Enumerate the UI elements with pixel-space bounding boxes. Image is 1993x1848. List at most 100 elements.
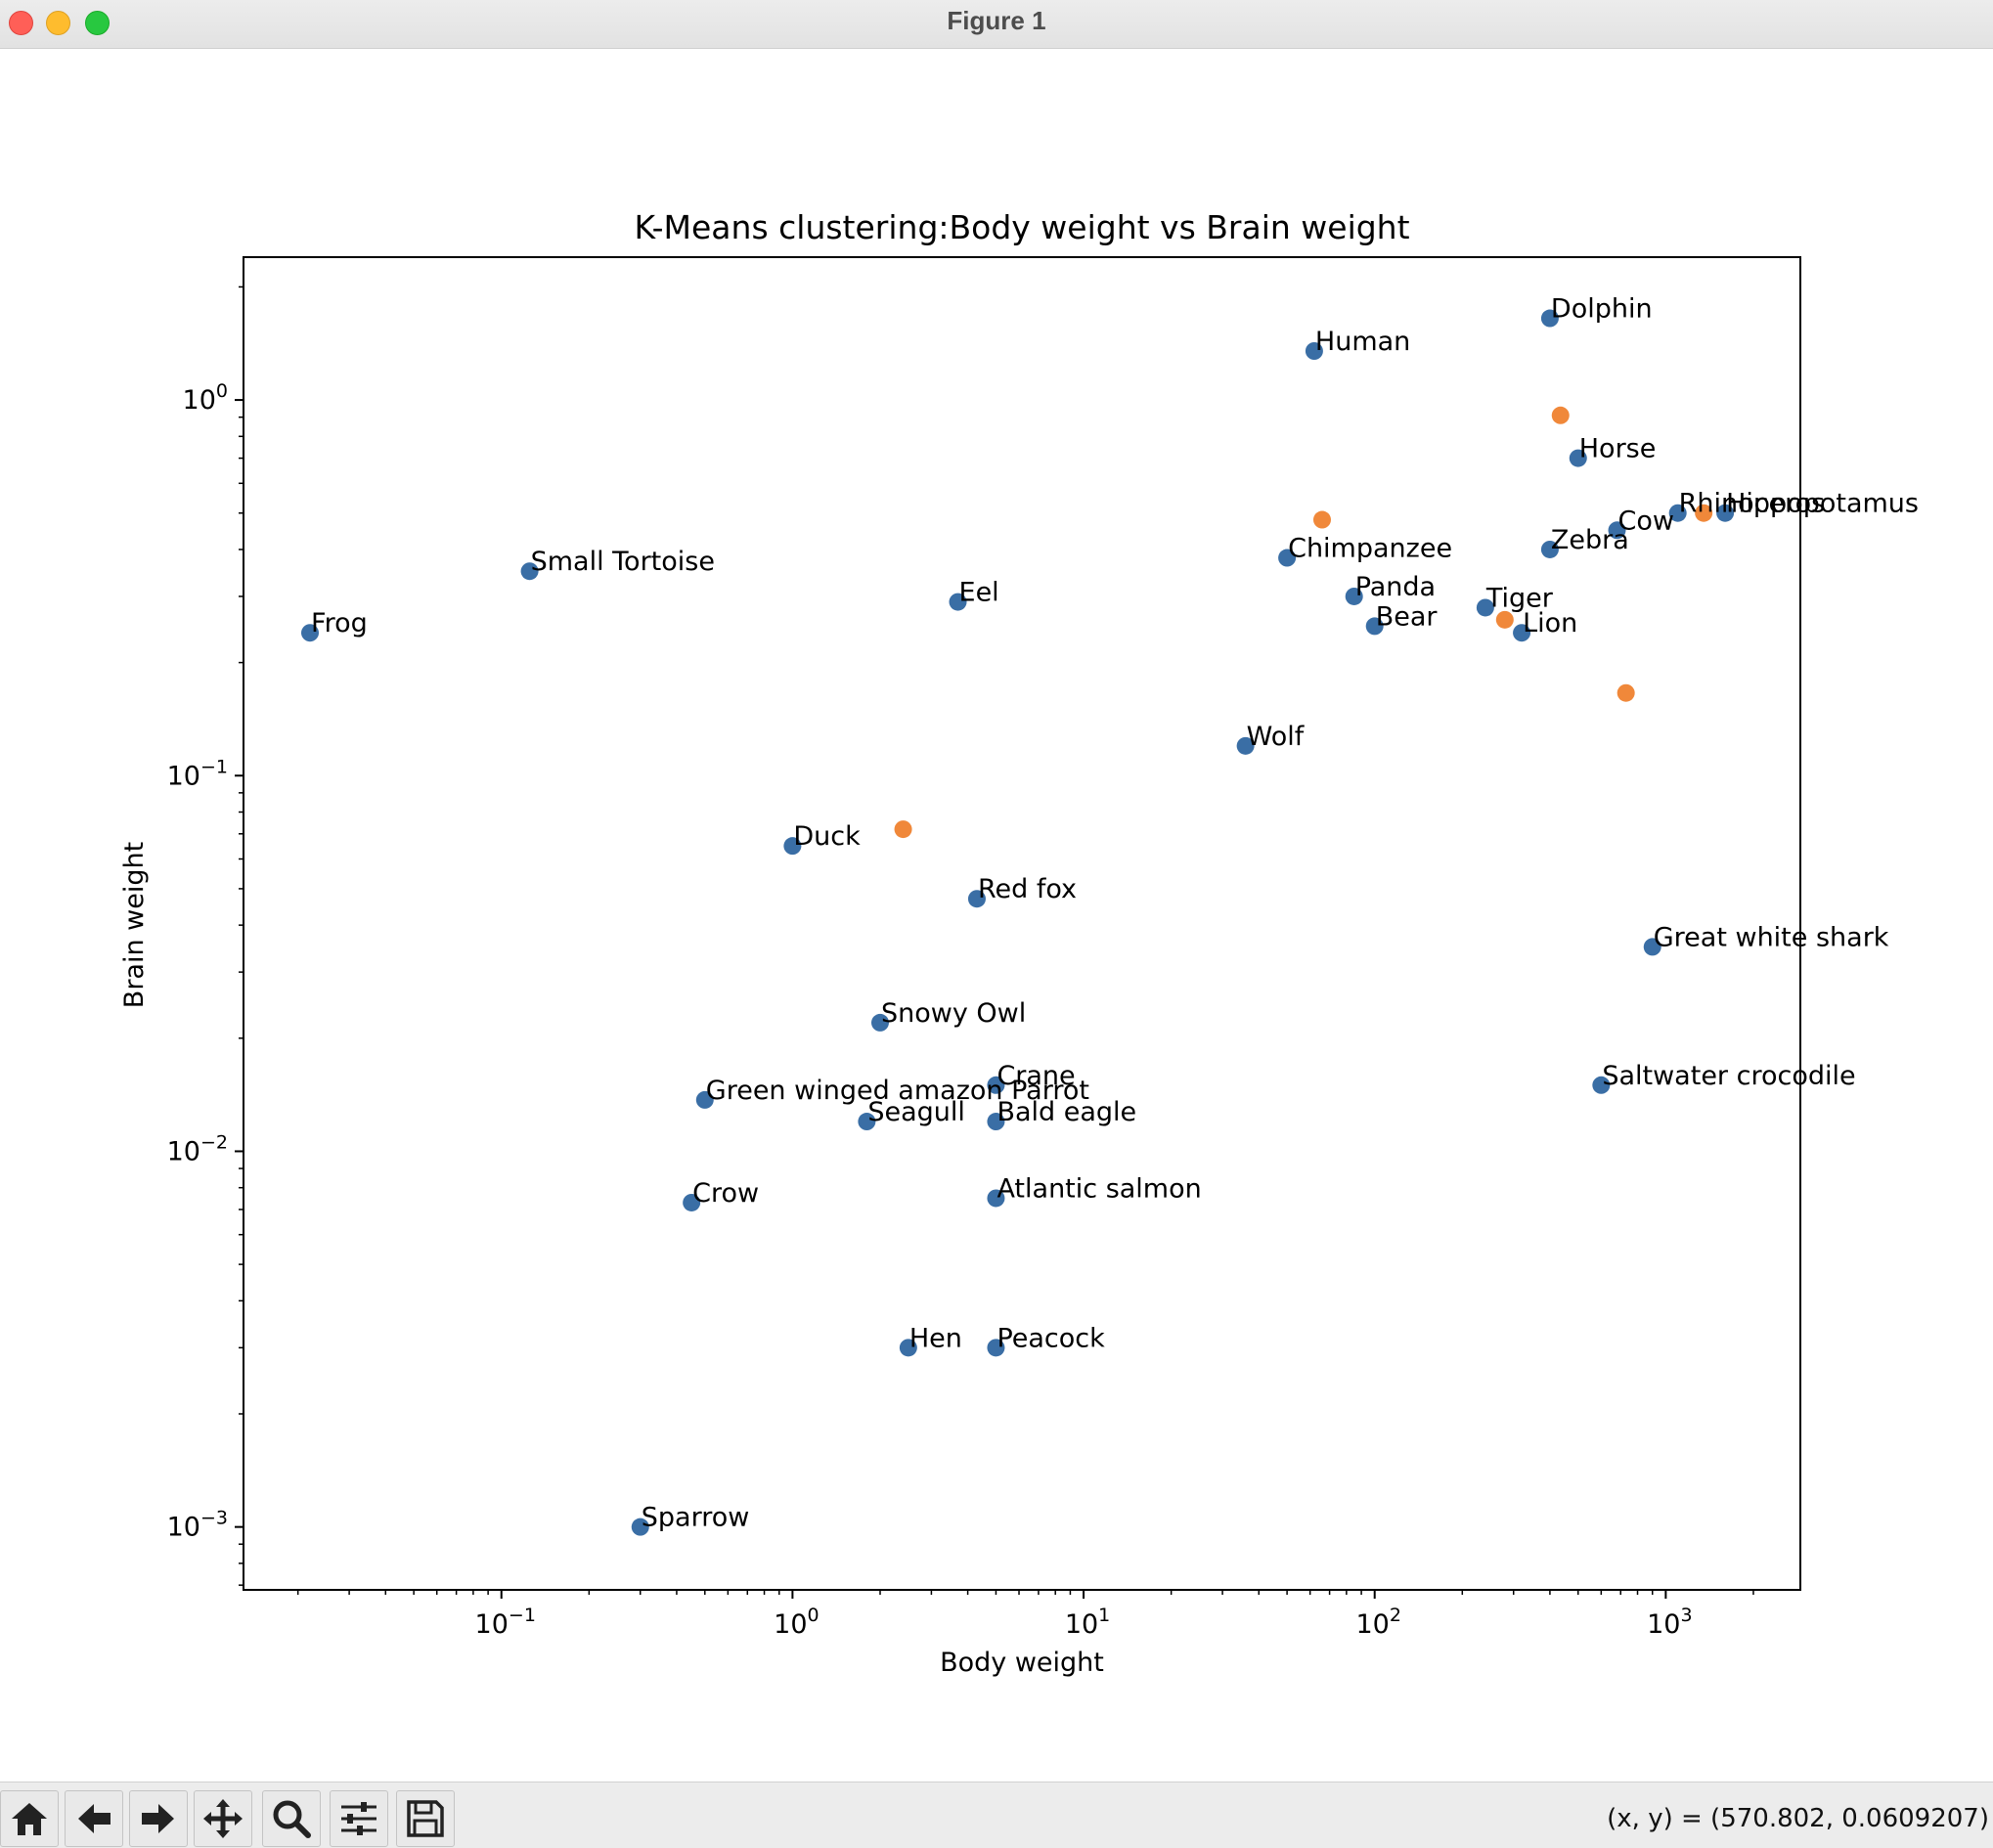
back-button[interactable] <box>65 1790 123 1847</box>
point-label-frog: Frog <box>311 608 368 638</box>
y-tick-label: 100 <box>183 380 228 416</box>
point-wolf <box>1236 736 1255 755</box>
point-label-duck: Duck <box>793 821 861 852</box>
point-label-eel: Eel <box>959 578 999 608</box>
floppy-disk-icon <box>407 1800 444 1837</box>
point-dolphin <box>1540 309 1559 328</box>
point-rhinoceros <box>1668 504 1687 522</box>
point-atlantic-salmon <box>987 1189 1005 1208</box>
window-title: Figure 1 <box>947 6 1046 35</box>
x-tick-label: 100 <box>774 1605 819 1640</box>
point-label-bald-eagle: Bald eagle <box>996 1097 1136 1127</box>
point-label-crow: Crow <box>692 1178 759 1209</box>
point-frog <box>301 624 320 642</box>
data-points <box>301 309 1735 1536</box>
point-horse <box>1569 449 1587 467</box>
home-button[interactable] <box>0 1790 59 1847</box>
point-bald-eagle <box>987 1113 1005 1131</box>
maximize-window-button[interactable] <box>85 11 110 35</box>
x-tick-label: 103 <box>1647 1605 1692 1640</box>
x-tick-label: 101 <box>1065 1605 1110 1640</box>
save-button[interactable] <box>396 1790 455 1847</box>
minimize-window-button[interactable] <box>46 11 70 35</box>
point-chimpanzee <box>1278 549 1297 567</box>
point-label-lion: Lion <box>1523 608 1577 638</box>
point-saltwater-crocodile <box>1592 1076 1611 1094</box>
centroid-point-4 <box>1495 610 1514 629</box>
point-snowy-owl <box>870 1013 889 1032</box>
y-tick-label: 10−2 <box>167 1131 228 1166</box>
point-cow <box>1608 521 1626 540</box>
centroid-point-6 <box>894 820 912 839</box>
point-duck <box>783 837 802 856</box>
x-axis-label: Body weight <box>940 1648 1104 1678</box>
point-label-green-winged-amazon-parrot: Green winged amazon Parrot <box>706 1076 1089 1106</box>
point-crow <box>683 1193 701 1211</box>
point-label-horse: Horse <box>1579 434 1657 464</box>
scatter-chart: K-Means clustering:Body weight vs Brain … <box>119 208 1919 1678</box>
y-tick-label: 10−3 <box>167 1508 228 1543</box>
move-icon <box>203 1799 243 1838</box>
point-label-small-tortoise: Small Tortoise <box>531 547 715 577</box>
sliders-icon <box>341 1802 376 1835</box>
point-hippopotamus <box>1716 504 1735 522</box>
point-crane <box>987 1076 1005 1094</box>
point-label-red-fox: Red fox <box>978 874 1077 904</box>
centroid-point-5 <box>1617 683 1635 702</box>
zoom-button[interactable] <box>262 1790 321 1847</box>
window-titlebar: Figure 1 <box>0 0 1993 49</box>
arrow-right-icon <box>142 1804 174 1833</box>
y-axis-label: Brain weight <box>119 842 150 1008</box>
point-human <box>1305 342 1323 361</box>
point-labels: DolphinHumanHorseRhinocerosHippopotamusC… <box>311 294 1919 1533</box>
point-great-white-shark <box>1643 938 1661 956</box>
point-label-tiger: Tiger <box>1485 583 1554 613</box>
chart-title: K-Means clustering:Body weight vs Brain … <box>634 208 1409 246</box>
point-tiger <box>1476 598 1494 617</box>
forward-button[interactable] <box>129 1790 188 1847</box>
point-label-seagull: Seagull <box>867 1097 965 1127</box>
point-label-sparrow: Sparrow <box>642 1503 750 1533</box>
centroid-point-1 <box>1551 406 1570 424</box>
point-label-cow: Cow <box>1618 506 1674 536</box>
arrow-left-icon <box>78 1804 111 1833</box>
point-label-wolf: Wolf <box>1247 722 1306 752</box>
point-red-fox <box>967 890 986 908</box>
pan-button[interactable] <box>194 1790 252 1847</box>
point-label-snowy-owl: Snowy Owl <box>881 998 1026 1029</box>
figure-canvas[interactable]: K-Means clustering:Body weight vs Brain … <box>0 49 1993 1782</box>
point-label-great-white-shark: Great white shark <box>1654 922 1889 952</box>
point-peacock <box>987 1339 1005 1357</box>
point-label-chimpanzee: Chimpanzee <box>1288 534 1452 564</box>
point-label-zebra: Zebra <box>1551 525 1629 555</box>
point-label-crane: Crane <box>996 1061 1075 1091</box>
point-lion <box>1513 624 1531 642</box>
plot-area-frame <box>243 256 1801 1591</box>
point-eel <box>949 593 967 611</box>
close-window-button[interactable] <box>9 11 33 35</box>
point-hen <box>899 1339 917 1357</box>
point-bear <box>1365 617 1384 636</box>
point-label-peacock: Peacock <box>996 1323 1105 1353</box>
point-sparrow <box>631 1518 649 1536</box>
y-tick-label: 10−1 <box>167 756 228 791</box>
centroid-point-3 <box>1695 504 1713 522</box>
point-label-panda: Panda <box>1355 572 1436 602</box>
point-panda <box>1345 587 1363 605</box>
point-label-saltwater-crocodile: Saltwater crocodile <box>1602 1061 1855 1091</box>
centroid-point-2 <box>1312 510 1331 529</box>
axis-ticks: 10−1 100 101 102 103 10−3 10−2 10−1 100 <box>167 286 1754 1640</box>
x-tick-label: 102 <box>1355 1605 1400 1640</box>
cursor-coordinates-readout: (x, y) = (570.802, 0.0609207) <box>1607 1804 1989 1833</box>
x-tick-label: 10−1 <box>475 1605 536 1640</box>
magnifier-icon <box>273 1800 311 1838</box>
point-label-hippopotamus: Hippopotamus <box>1726 489 1919 519</box>
point-label-bear: Bear <box>1376 601 1439 632</box>
point-seagull <box>858 1113 876 1131</box>
point-label-human: Human <box>1315 327 1410 357</box>
matplotlib-toolbar: (x, y) = (570.802, 0.0609207) <box>0 1782 1993 1848</box>
point-label-atlantic-salmon: Atlantic salmon <box>996 1173 1201 1204</box>
point-zebra <box>1540 540 1559 558</box>
home-icon <box>12 1803 47 1835</box>
configure-subplots-button[interactable] <box>330 1790 388 1847</box>
